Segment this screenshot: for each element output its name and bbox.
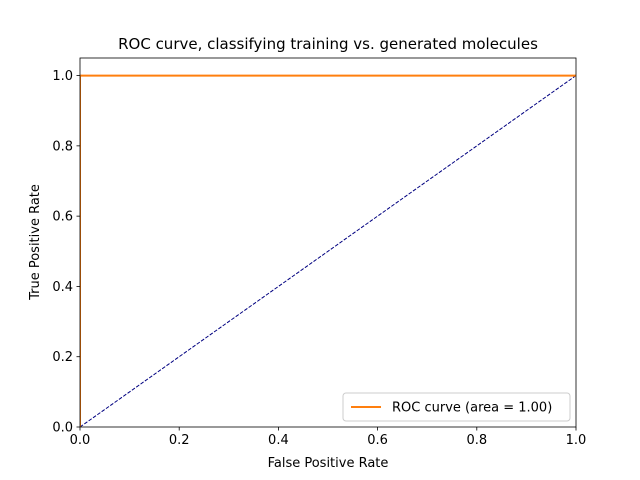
y-tick-label: 0.6 [52,210,73,225]
y-tick-label: 0.0 [52,421,73,436]
x-tick-label: 0.2 [169,433,190,448]
legend-box [342,392,571,422]
chance-diagonal-line [80,75,576,427]
roc-curve-line [80,74,576,427]
plot-area [79,57,577,428]
x-tick-label: 1.0 [566,433,587,448]
y-tick-label: 0.2 [52,350,73,365]
x-axis-label: False Positive Rate [268,456,389,471]
x-tick-label: 0.8 [466,433,487,448]
axes-frame [79,57,577,428]
x-tick-label: 0.4 [268,433,289,448]
y-axis-ticks: 0.0 0.2 0.4 0.6 0.8 1.0 [52,69,80,436]
legend: ROC curve (area = 1.00) [342,392,571,422]
y-axis-label: True Positive Rate [28,184,43,301]
legend-label-roc: ROC curve (area = 1.00) [392,401,552,416]
y-tick-label: 1.0 [52,69,73,84]
series-group [80,74,576,427]
y-tick-label: 0.8 [52,139,73,154]
x-axis-ticks: 0.0 0.2 0.4 0.6 0.8 1.0 [70,427,587,448]
y-tick-label: 0.4 [52,280,73,295]
x-tick-label: 0.6 [367,433,388,448]
x-tick-label: 0.0 [70,433,91,448]
chart-title: ROC curve, classifying training vs. gene… [118,35,538,53]
